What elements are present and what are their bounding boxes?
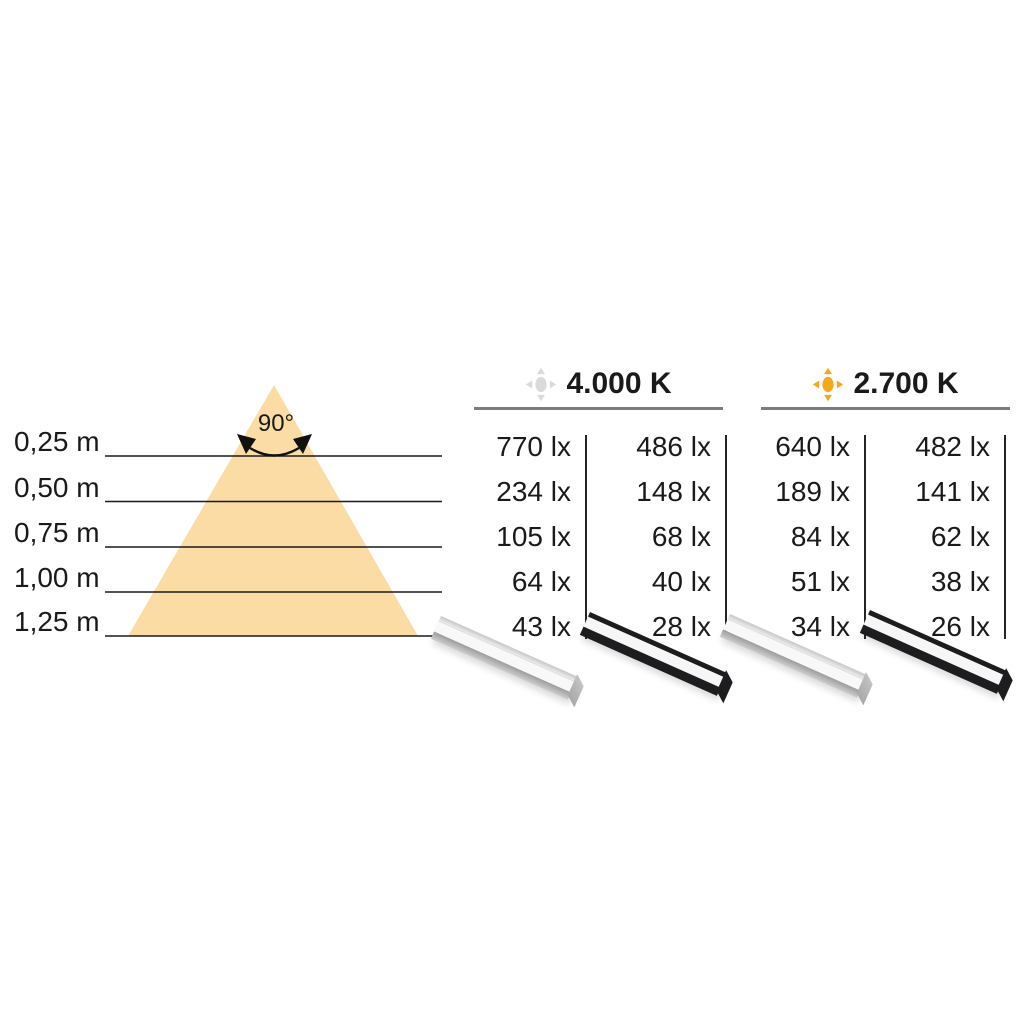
lux-value: 64 lx bbox=[511, 566, 571, 597]
header-rule-2700k bbox=[761, 407, 1010, 410]
beam-angle-arc bbox=[237, 434, 312, 457]
lux-value: 640 lx bbox=[775, 431, 850, 462]
lux-column-2700k-silver: 640 lx 189 lx 84 lx 51 lx 34 lx bbox=[734, 424, 850, 649]
lux-value: 141 lx bbox=[915, 476, 990, 507]
distance-lines bbox=[105, 455, 442, 637]
lux-value: 38 lx bbox=[930, 566, 990, 597]
column-divider bbox=[585, 435, 587, 639]
distance-label: 0,75 m bbox=[14, 517, 100, 548]
distance-label: 0,50 m bbox=[14, 472, 100, 503]
lux-value: 26 lx bbox=[930, 611, 990, 642]
lux-value: 51 lx bbox=[790, 566, 850, 597]
lux-value: 40 lx bbox=[651, 566, 711, 597]
lux-column-4000k-silver: 770 lx 234 lx 105 lx 64 lx 43 lx bbox=[455, 424, 571, 649]
column-divider bbox=[725, 435, 727, 639]
lux-value: 62 lx bbox=[930, 521, 990, 552]
header-4000k: 4.000 K bbox=[474, 362, 723, 406]
distance-label: 0,25 m bbox=[14, 426, 100, 457]
column-divider bbox=[864, 435, 866, 639]
warm-white-light-icon bbox=[813, 367, 844, 401]
arrowhead-left-icon bbox=[237, 434, 256, 454]
lux-value: 482 lx bbox=[915, 431, 990, 462]
lux-value: 148 lx bbox=[636, 476, 711, 507]
cool-white-light-icon bbox=[526, 367, 557, 401]
header-rule-4000k bbox=[474, 407, 723, 410]
beam-cone-graphic bbox=[105, 385, 442, 637]
header-2700k: 2.700 K bbox=[761, 362, 1010, 406]
lux-value: 28 lx bbox=[651, 611, 711, 642]
distance-label: 1,25 m bbox=[14, 606, 100, 637]
lux-column-4000k-black: 486 lx 148 lx 68 lx 40 lx 28 lx bbox=[595, 424, 711, 649]
lux-value: 34 lx bbox=[790, 611, 850, 642]
lux-value: 68 lx bbox=[651, 521, 711, 552]
lux-value: 84 lx bbox=[790, 521, 850, 552]
lux-value: 189 lx bbox=[775, 476, 850, 507]
lux-value: 105 lx bbox=[496, 521, 571, 552]
beam-cone-triangle bbox=[128, 385, 418, 636]
color-temp-label-2700k: 2.700 K bbox=[853, 367, 959, 400]
distance-label: 1,00 m bbox=[14, 562, 100, 593]
beam-angle-label: 90° bbox=[257, 410, 295, 437]
lux-value: 770 lx bbox=[496, 431, 571, 462]
lux-value: 43 lx bbox=[511, 611, 571, 642]
lux-value: 486 lx bbox=[636, 431, 711, 462]
color-temp-label-4000k: 4.000 K bbox=[566, 367, 672, 400]
lux-column-2700k-black: 482 lx 141 lx 62 lx 38 lx 26 lx bbox=[874, 424, 990, 649]
lux-value: 234 lx bbox=[496, 476, 571, 507]
arrowhead-right-icon bbox=[293, 434, 312, 454]
column-divider bbox=[1004, 435, 1006, 639]
